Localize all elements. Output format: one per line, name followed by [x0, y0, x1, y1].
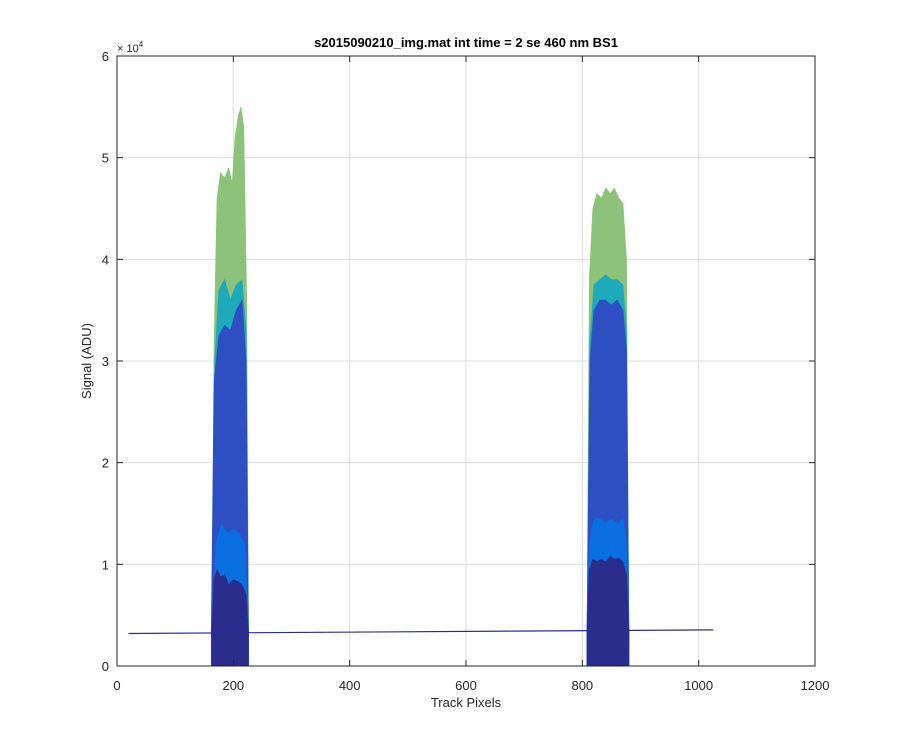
- x-axis-ticks: 0 200 400 600 800 1000 1200: [113, 56, 829, 693]
- y-axis-label: Signal (ADU): [79, 323, 94, 399]
- y-tick-label-3: 3: [102, 354, 109, 369]
- series-4-peak-1: [586, 555, 630, 667]
- y-axis-exponent: × 104: [117, 40, 144, 55]
- baseline-trace: [128, 629, 714, 635]
- chart-title: s2015090210_img.mat int time = 2 se 460 …: [314, 35, 618, 50]
- x-tick-label-2: 400: [339, 678, 361, 693]
- x-axis-label: Track Pixels: [431, 695, 502, 710]
- y-exponent-power: 4: [139, 40, 144, 49]
- x-tick-label-0: 0: [113, 678, 120, 693]
- x-tick-label-6: 1200: [801, 678, 830, 693]
- y-tick-label-5: 5: [102, 151, 109, 166]
- x-tick-label-4: 800: [571, 678, 593, 693]
- series-areas: [128, 106, 714, 667]
- y-tick-label-1: 1: [102, 557, 109, 572]
- y-tick-label-2: 2: [102, 456, 109, 471]
- y-tick-label-6: 6: [102, 49, 109, 64]
- x-tick-label-5: 1000: [684, 678, 713, 693]
- y-exponent-base: × 10: [117, 43, 139, 55]
- x-tick-label-3: 600: [455, 678, 477, 693]
- y-axis-ticks: 0 1 2 3 4 5 6: [102, 49, 815, 674]
- y-tick-label-4: 4: [102, 252, 109, 267]
- y-tick-label-0: 0: [102, 659, 109, 674]
- series-4-peak-0: [211, 568, 249, 667]
- x-tick-label-1: 200: [222, 678, 244, 693]
